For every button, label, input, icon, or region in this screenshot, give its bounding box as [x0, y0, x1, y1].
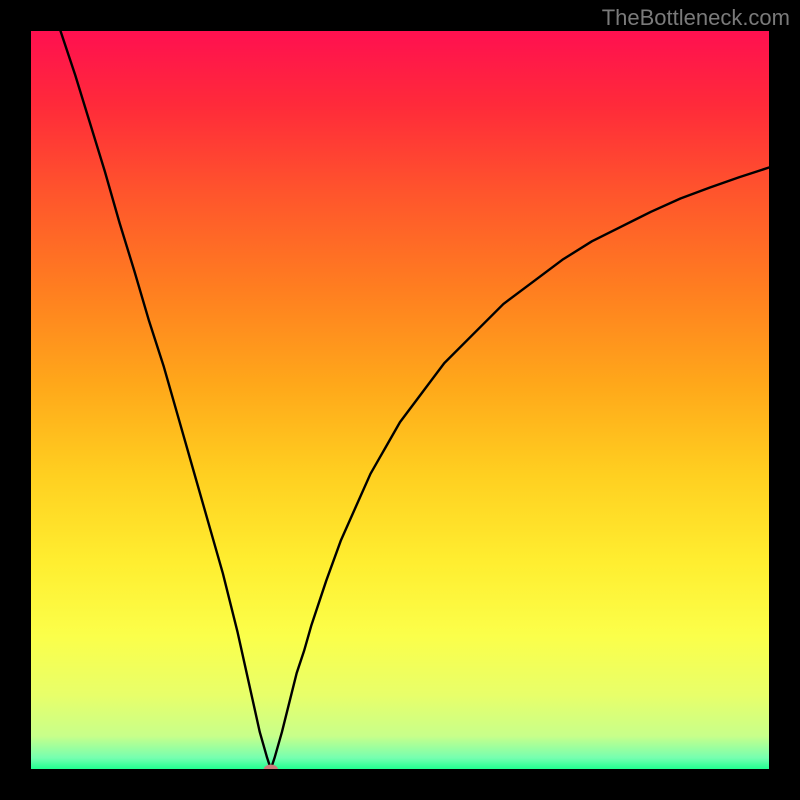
chart-container: TheBottleneck.com — [0, 0, 800, 800]
curve-overlay — [31, 31, 769, 769]
watermark-text: TheBottleneck.com — [602, 5, 790, 31]
bottleneck-curve — [61, 31, 769, 769]
minimum-marker — [264, 765, 278, 770]
plot-area — [31, 31, 769, 769]
